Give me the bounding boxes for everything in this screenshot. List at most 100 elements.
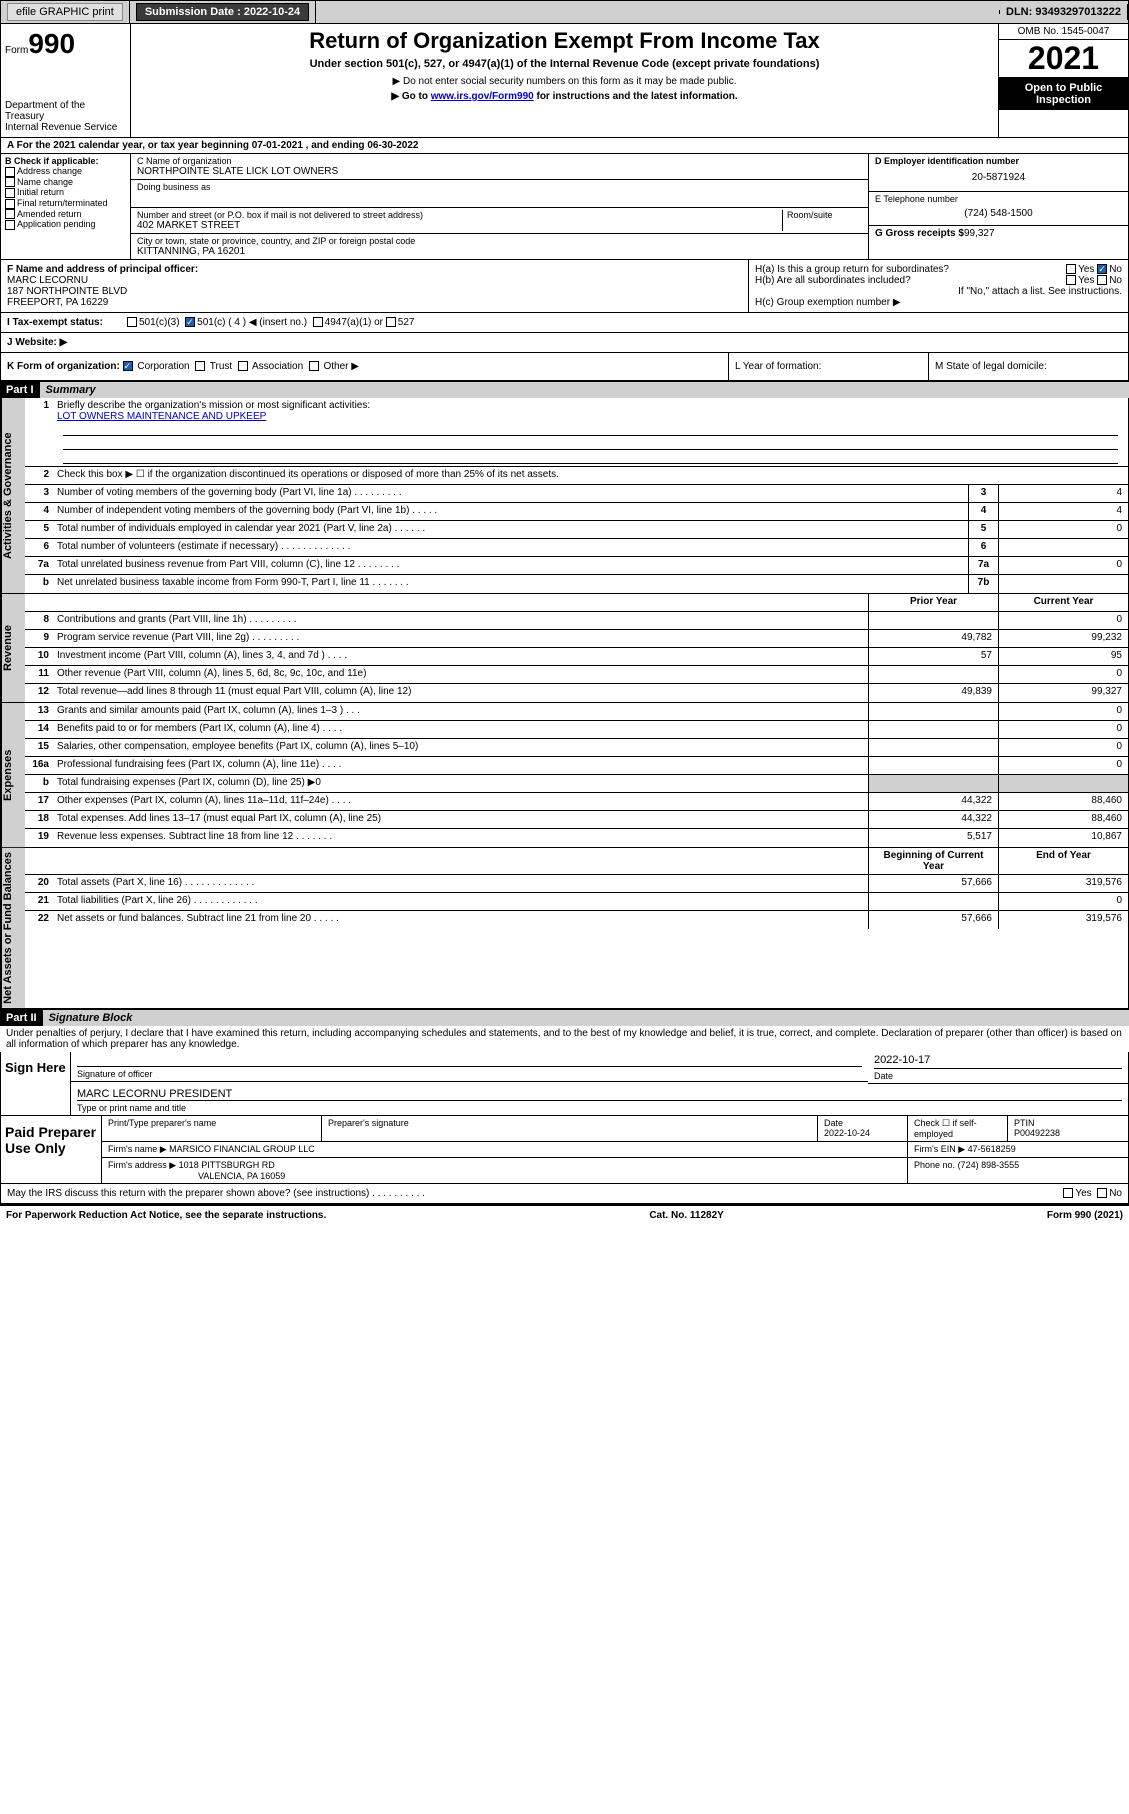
note-link: ▶ Go to www.irs.gov/Form990 for instruct… <box>139 91 990 102</box>
page-footer: For Paperwork Reduction Act Notice, see … <box>0 1204 1129 1225</box>
line6-val <box>998 539 1128 556</box>
sidebar-expenses: Expenses <box>1 703 25 847</box>
line11-curr: 0 <box>998 666 1128 683</box>
line16a-curr: 0 <box>998 757 1128 774</box>
discuss-yes[interactable] <box>1063 1188 1073 1198</box>
penalty-text: Under penalties of perjury, I declare th… <box>0 1026 1129 1052</box>
sign-here-block: Sign Here Signature of officer 2022-10-1… <box>0 1052 1129 1116</box>
sidebar-netassets: Net Assets or Fund Balances <box>1 848 25 1008</box>
ha-yes[interactable] <box>1066 264 1076 274</box>
tax-year: 2021 <box>999 40 1128 78</box>
line22-prior: 57,666 <box>868 911 998 929</box>
line9-curr: 99,232 <box>998 630 1128 647</box>
line13-curr: 0 <box>998 703 1128 720</box>
omb-number: OMB No. 1545-0047 <box>999 24 1128 40</box>
submission-date-button[interactable]: Submission Date : 2022-10-24 <box>136 3 309 21</box>
part2-badge: Part II <box>0 1010 43 1026</box>
note-ssn: ▶ Do not enter social security numbers o… <box>139 76 990 87</box>
revenue-block: Revenue Prior YearCurrent Year 8Contribu… <box>0 594 1129 703</box>
section-a: A For the 2021 calendar year, or tax yea… <box>0 138 1129 154</box>
section-k: K Form of organization: Corporation Trus… <box>0 353 1129 381</box>
officer-name: MARC LECORNU <box>7 275 742 286</box>
line20-prior: 57,666 <box>868 875 998 892</box>
part2-title: Signature Block <box>43 1010 1129 1026</box>
cb-501c3[interactable] <box>127 317 137 327</box>
part1-badge: Part I <box>0 382 40 398</box>
expenses-block: Expenses 13Grants and similar amounts pa… <box>0 703 1129 848</box>
footer-left: For Paperwork Reduction Act Notice, see … <box>6 1210 326 1221</box>
irs-link[interactable]: www.irs.gov/Form990 <box>431 91 534 102</box>
mission-text: LOT OWNERS MAINTENANCE AND UPKEEP <box>57 411 266 422</box>
form-word: Form <box>5 45 28 56</box>
officer-group-block: F Name and address of principal officer:… <box>0 260 1129 313</box>
dln-label: DLN: 93493297013222 <box>1000 4 1128 20</box>
ein-value: 20-5871924 <box>875 166 1122 189</box>
hb-no[interactable] <box>1097 275 1107 285</box>
cb-527[interactable] <box>386 317 396 327</box>
officer-sign-name: MARC LECORNU PRESIDENT <box>71 1084 1128 1100</box>
ha-no[interactable] <box>1097 264 1107 274</box>
sidebar-activities: Activities & Governance <box>1 398 25 593</box>
line5-val: 0 <box>998 521 1128 538</box>
form-title: Return of Organization Exempt From Incom… <box>139 28 990 54</box>
line22-curr: 319,576 <box>998 911 1128 929</box>
sidebar-revenue: Revenue <box>1 594 25 702</box>
dept-label: Department of the Treasury <box>5 100 126 122</box>
part2-header-row: Part II Signature Block <box>0 1009 1129 1026</box>
hb-yes[interactable] <box>1066 275 1076 285</box>
checkbox-app-pending[interactable] <box>5 220 15 230</box>
line20-curr: 319,576 <box>998 875 1128 892</box>
line18-curr: 88,460 <box>998 811 1128 828</box>
line21-curr: 0 <box>998 893 1128 910</box>
section-b: B Check if applicable: Address change Na… <box>1 154 131 259</box>
part1-header-row: Part I Summary <box>0 381 1129 398</box>
line10-curr: 95 <box>998 648 1128 665</box>
irs-label: Internal Revenue Service <box>5 122 126 133</box>
firm-addr1: 1018 PITTSBURGH RD <box>179 1160 275 1170</box>
line18-prior: 44,322 <box>868 811 998 828</box>
efile-button[interactable]: efile GRAPHIC print <box>7 3 123 21</box>
year-formation: L Year of formation: <box>728 353 928 380</box>
section-h: H(a) Is this a group return for subordin… <box>748 260 1128 312</box>
discuss-row: May the IRS discuss this return with the… <box>0 1184 1129 1204</box>
firm-ein: 47-5618259 <box>968 1144 1016 1154</box>
section-j: J Website: ▶ <box>0 333 1129 353</box>
section-f: F Name and address of principal officer:… <box>1 260 748 312</box>
line12-prior: 49,839 <box>868 684 998 702</box>
efile-label: efile GRAPHIC print <box>1 1 130 23</box>
checkbox-final-return[interactable] <box>5 199 15 209</box>
ptin-value: P00492238 <box>1014 1128 1060 1138</box>
checkbox-amended[interactable] <box>5 209 15 219</box>
line3-val: 4 <box>998 485 1128 502</box>
checkbox-name-change[interactable] <box>5 177 15 187</box>
sign-date: 2022-10-17 <box>868 1052 1128 1068</box>
phone-value: (724) 548-1500 <box>875 204 1122 223</box>
cb-4947[interactable] <box>313 317 323 327</box>
cb-trust[interactable] <box>195 361 205 371</box>
line17-curr: 88,460 <box>998 793 1128 810</box>
line12-curr: 99,327 <box>998 684 1128 702</box>
gross-receipts: 99,327 <box>964 228 995 239</box>
checkbox-initial-return[interactable] <box>5 188 15 198</box>
form-subtitle: Under section 501(c), 527, or 4947(a)(1)… <box>139 58 990 70</box>
state-domicile: M State of legal domicile: <box>928 353 1128 380</box>
discuss-no[interactable] <box>1097 1188 1107 1198</box>
section-c: C Name of organizationNORTHPOINTE SLATE … <box>131 154 1128 259</box>
officer-addr1: 187 NORTHPOINTE BLVD <box>7 286 742 297</box>
cb-corp[interactable] <box>123 361 133 371</box>
firm-addr2: VALENCIA, PA 16059 <box>198 1171 285 1181</box>
line9-prior: 49,782 <box>868 630 998 647</box>
cb-501c[interactable] <box>185 317 195 327</box>
sign-here-label: Sign Here <box>1 1052 71 1115</box>
cb-assoc[interactable] <box>238 361 248 371</box>
section-i: I Tax-exempt status: 501(c)(3) 501(c) ( … <box>0 313 1129 333</box>
firm-name: MARSICO FINANCIAL GROUP LLC <box>169 1144 315 1154</box>
line14-curr: 0 <box>998 721 1128 738</box>
checkbox-address-change[interactable] <box>5 167 15 177</box>
cb-other[interactable] <box>309 361 319 371</box>
firm-phone: (724) 898-3555 <box>958 1160 1020 1170</box>
prep-date: 2022-10-24 <box>824 1128 870 1138</box>
col-begin: Beginning of Current Year <box>868 848 998 874</box>
org-city: KITTANNING, PA 16201 <box>137 246 862 257</box>
form-number: 990 <box>28 28 75 59</box>
